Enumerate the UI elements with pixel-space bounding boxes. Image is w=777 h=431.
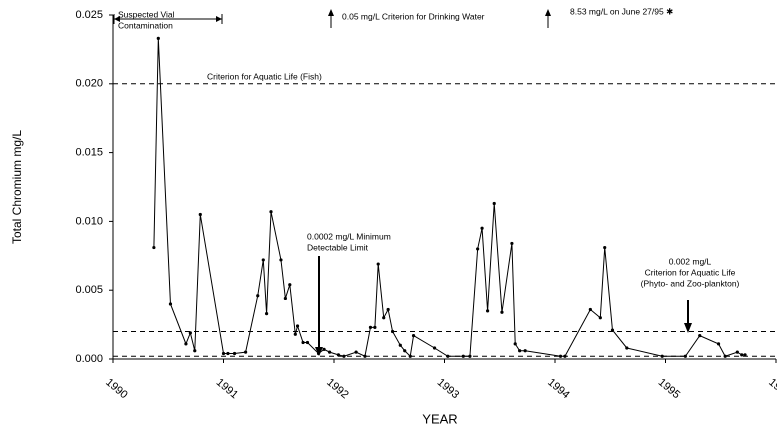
data-point [279,258,283,262]
data-point [683,354,687,358]
data-point [264,311,269,316]
data-point [316,351,321,356]
data-point [301,340,305,345]
data-point [485,309,490,313]
data-point [603,245,607,250]
data-point [716,342,721,346]
data-point [363,354,367,358]
data-point [510,241,514,246]
y-tick-label: 0.010 [75,215,103,227]
data-point [411,334,416,338]
y-tick-label: 0.020 [75,78,103,90]
data-point [256,294,260,298]
data-point [476,247,480,251]
data-line [153,38,746,358]
data-point [698,334,702,338]
data-point [305,340,310,345]
annotation: 8.53 mg/L on June 27/95 ✱ [570,6,673,16]
data-point [184,342,188,346]
x-tick-label: 1992 [324,376,350,401]
data-point [740,353,744,357]
data-point [660,354,664,358]
annotation-arrows [113,9,692,356]
data-point [563,354,567,358]
data-point [500,310,504,314]
x-tick-label: 1990 [103,376,129,401]
data-point [558,354,563,358]
x-tick-label: 1996 [766,376,777,401]
annotation: 0.05 mg/L Criterion for Drinking Water [342,11,485,21]
x-tick-label: 1995 [656,376,682,401]
data-point [625,346,629,350]
data-point [156,36,160,40]
data-point [432,346,437,350]
data-point [288,283,292,287]
data-point [382,316,386,320]
data-point [168,302,173,306]
y-tick-label: 0.015 [75,147,103,159]
data-point [492,201,496,206]
data-point [295,324,300,328]
data-point [386,307,390,312]
data-point [461,354,465,358]
data-point [610,328,615,332]
y-tick-label: 0.005 [75,284,103,296]
data-point [408,354,412,358]
annotation: Contamination [118,20,173,30]
data-point [588,307,592,312]
y-axis-label: Total Chromium mg/L [10,130,24,244]
data-point [518,349,522,353]
annotation: Criterion for Aquatic Life [645,267,736,277]
y-tick-label: 0.000 [75,353,103,365]
x-tick-label: 1994 [545,376,571,401]
annotation: 0.002 mg/L [669,256,712,266]
data-point [336,353,341,357]
data-point [293,332,297,336]
data-point [480,226,484,230]
annotation: (Phyto- and Zoo-plankton) [641,278,740,288]
data-point [283,296,287,301]
data-point [446,354,450,358]
data-point [368,325,373,329]
annotation: Suspected Vial [118,9,175,19]
data-point [269,210,273,214]
data-point [244,350,248,354]
data-point [198,212,202,217]
data-point [193,349,197,353]
data-point [188,331,192,335]
data-point [354,350,358,354]
x-axis-label: YEAR [422,411,457,426]
data-point [523,349,527,353]
data-point [376,262,380,266]
data-point [322,347,326,351]
data-point [327,350,332,354]
data-point [342,354,346,358]
y-tick-label: 0.025 [75,9,103,21]
annotation: Criterion for Aquatic Life (Fish) [207,71,322,81]
x-tick-label: 1991 [214,376,240,401]
data-point [735,350,739,354]
data-point [743,353,747,357]
x-tick-label: 1993 [435,376,461,401]
data-point [373,325,377,329]
data-point [598,316,602,320]
annotation: Detectable Limit [307,242,369,252]
data-point [261,258,265,262]
annotation: 0.0002 mg/L Minimum [307,231,391,241]
data-point [403,349,407,353]
data-point [513,342,517,346]
data-point [468,354,472,358]
data-point [232,351,237,356]
data-point [152,245,156,250]
data-point [723,354,727,358]
data-point [390,329,395,334]
data-point [398,343,402,347]
data-point [226,351,230,356]
data-point [221,351,226,356]
